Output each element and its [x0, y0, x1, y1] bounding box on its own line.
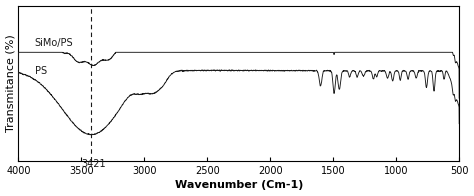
Y-axis label: Transmitance (%): Transmitance (%) [6, 35, 16, 132]
X-axis label: Wavenumber (Cm-1): Wavenumber (Cm-1) [174, 181, 303, 191]
Text: 3421: 3421 [81, 159, 106, 169]
Text: PS: PS [35, 66, 47, 76]
Text: SiMo/PS: SiMo/PS [35, 38, 73, 48]
